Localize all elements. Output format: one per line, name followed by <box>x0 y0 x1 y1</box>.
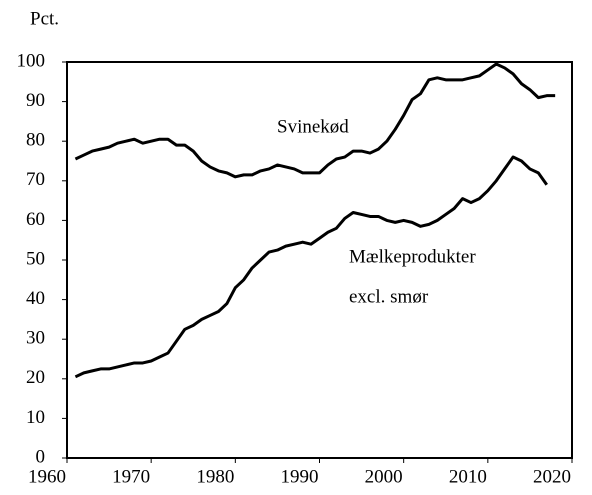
series-line <box>74 62 556 179</box>
x-tick-label: 2020 <box>533 466 571 487</box>
series-label: Mælkeprodukter <box>349 246 476 267</box>
series-label: Svinekød <box>277 116 349 137</box>
y-tick-label: 40 <box>26 288 45 309</box>
y-tick-label: 60 <box>26 209 45 230</box>
y-tick-label: 70 <box>26 169 45 190</box>
y-tick-label: 10 <box>26 407 45 428</box>
x-tick-label: 1960 <box>28 466 66 487</box>
y-tick-label: 0 <box>36 446 46 467</box>
series-label: excl. smør <box>349 286 429 307</box>
x-tick-label: 1990 <box>281 466 319 487</box>
y-tick-label: 30 <box>26 328 45 349</box>
x-tick-label: 2010 <box>449 466 487 487</box>
y-tick-label: 80 <box>26 130 45 151</box>
y-tick-label: 90 <box>26 90 45 111</box>
y-tick-label: 50 <box>26 248 45 269</box>
x-tick-label: 1970 <box>112 466 150 487</box>
x-tick-label: 2000 <box>365 466 403 487</box>
y-axis-label: Pct. <box>30 8 59 29</box>
y-tick-label: 100 <box>17 50 46 71</box>
y-tick-label: 20 <box>26 367 45 388</box>
x-tick-label: 1980 <box>196 466 234 487</box>
series-line <box>74 155 548 379</box>
